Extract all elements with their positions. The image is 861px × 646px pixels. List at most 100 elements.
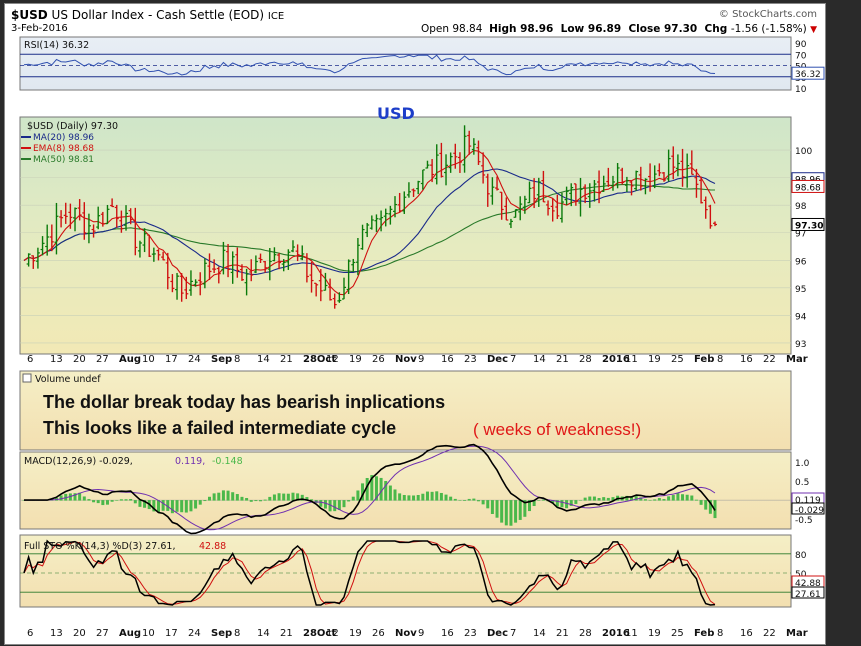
chg-label: Chg [704, 23, 728, 35]
macd-hist-bar [212, 493, 216, 501]
macd-hist-bar [203, 500, 207, 502]
macd-hist-bar [129, 498, 133, 501]
price-tick-label: 100 [795, 147, 812, 157]
macd-hist-bar [254, 500, 258, 502]
x-axis-label: 7 [510, 354, 516, 365]
x-axis-label: Aug [119, 628, 141, 639]
x-axis-label: 21 [556, 628, 569, 639]
panel-rsi [19, 36, 792, 91]
macd-hist-bar [537, 500, 541, 501]
macd-hist-bar [152, 500, 156, 512]
x-axis-label: 19 [648, 628, 661, 639]
macd-hist-bar [384, 480, 388, 501]
sto-tick-label: 80 [795, 551, 807, 561]
macd-hist-bar [592, 496, 596, 501]
chg-value: -1.56 (-1.58%) [730, 23, 807, 35]
x-axis-label: 14 [533, 628, 546, 639]
macd-hist-bar [82, 496, 86, 501]
macd-hist-bar [449, 496, 453, 501]
x-axis-label: Aug [119, 354, 141, 365]
x-axis-label: 14 [257, 628, 270, 639]
close-value: 97.30 [664, 23, 698, 35]
macd-hist-bar [300, 494, 304, 501]
macd-hist-bar [68, 493, 72, 501]
price-tag-box [791, 217, 825, 231]
sto-k-line [23, 539, 716, 606]
macd-hist-bar [439, 492, 443, 501]
x-axis-label: 9 [418, 628, 424, 639]
macd-hist-bar [277, 493, 281, 501]
low-label: Low [560, 23, 585, 35]
x-axis-label: 23 [464, 628, 477, 639]
x-axis-label: Feb [694, 628, 714, 639]
macd-hist-bar [467, 498, 471, 501]
rsi-line [23, 54, 716, 76]
x-axis-label: 19 [349, 628, 362, 639]
x-axis-label: 10 [142, 628, 155, 639]
macd-hist-bar [356, 490, 360, 501]
x-axis-label: 8 [717, 628, 723, 639]
macd-hist-bar [579, 500, 583, 501]
macd-hist-bar [180, 500, 184, 513]
copyright-label: © StockCharts.com [718, 9, 817, 20]
macd-tick-label: 0.5 [795, 478, 809, 488]
macd-hist-bar [509, 500, 513, 526]
macd-panel-label: MACD(12,26,9) -0.029, [24, 456, 133, 467]
annotation-line-1: The dollar break today has bearish inpli… [43, 392, 446, 412]
x-axis-label: 28Oct [303, 354, 336, 365]
macd-hist-bar [555, 500, 559, 507]
macd-hist-bar [481, 500, 485, 505]
price-tick-label: 96 [795, 257, 807, 267]
macd-hist-bar [500, 500, 504, 523]
macd-hist-bar [667, 496, 671, 501]
macd-hist-bar [416, 494, 420, 501]
x-axis-label: 17 [165, 354, 178, 365]
x-axis-label: 16 [740, 354, 753, 365]
dropdown-arrow-icon[interactable]: ▼ [810, 25, 817, 35]
macd-hist-bar [402, 494, 406, 501]
x-axis-label: 11 [625, 354, 638, 365]
macd-hist-bar [175, 500, 179, 512]
price-tick-label: 97 [795, 230, 806, 240]
macd-tag: -0.029 [795, 506, 824, 516]
x-axis-label: 2016 [602, 354, 630, 365]
macd-hist-bar [138, 500, 142, 507]
high-value: 98.96 [520, 23, 554, 35]
x-axis-label: 14 [257, 354, 270, 365]
macd-hist-bar [328, 500, 332, 512]
macd-hist-bar [282, 493, 286, 501]
x-axis-label: 28 [579, 628, 592, 639]
macd-hist-bar [523, 500, 527, 517]
x-axis-label: Nov [395, 354, 417, 365]
sto-tick-label: 50 [795, 570, 807, 580]
macd-hist-bar [105, 500, 109, 505]
macd-hist-bar [221, 490, 225, 501]
macd-hist-bar [699, 500, 703, 505]
x-axis-label: 8 [234, 628, 240, 639]
macd-hist-bar [671, 495, 675, 501]
macd-hist-bar [124, 499, 128, 501]
rsi-tick-label: 90 [795, 40, 807, 50]
macd-hist-bar [421, 493, 425, 501]
macd-hist-bar [184, 500, 188, 513]
close-label: Close [628, 23, 661, 35]
macd-hist-bar [198, 500, 202, 505]
x-axis-label: 8 [234, 354, 240, 365]
volume-checkbox [22, 373, 32, 383]
chart-title: $USD US Dollar Index - Cash Settle (EOD)… [11, 8, 284, 22]
macd-hist-bar [388, 485, 392, 501]
macd-hist-bar [681, 494, 685, 501]
macd-hist-bar [296, 493, 300, 501]
rsi-tag: 36.32 [795, 70, 821, 80]
ohlc-readout: Open 98.84 High 98.96 Low 96.89 Close 97… [421, 23, 817, 35]
x-axis-label: 7 [510, 628, 516, 639]
x-axis-label: 17 [165, 628, 178, 639]
x-axis-label: 23 [464, 354, 477, 365]
legend-label: EMA(8) 98.68 [33, 144, 94, 154]
macd-hist-bar [412, 495, 416, 501]
ma20-line [23, 168, 716, 276]
x-axis-label: 20 [73, 628, 86, 639]
macd-hist-bar [541, 499, 545, 501]
exchange-label: ICE [267, 11, 285, 22]
macd-hist-bar [92, 500, 96, 503]
